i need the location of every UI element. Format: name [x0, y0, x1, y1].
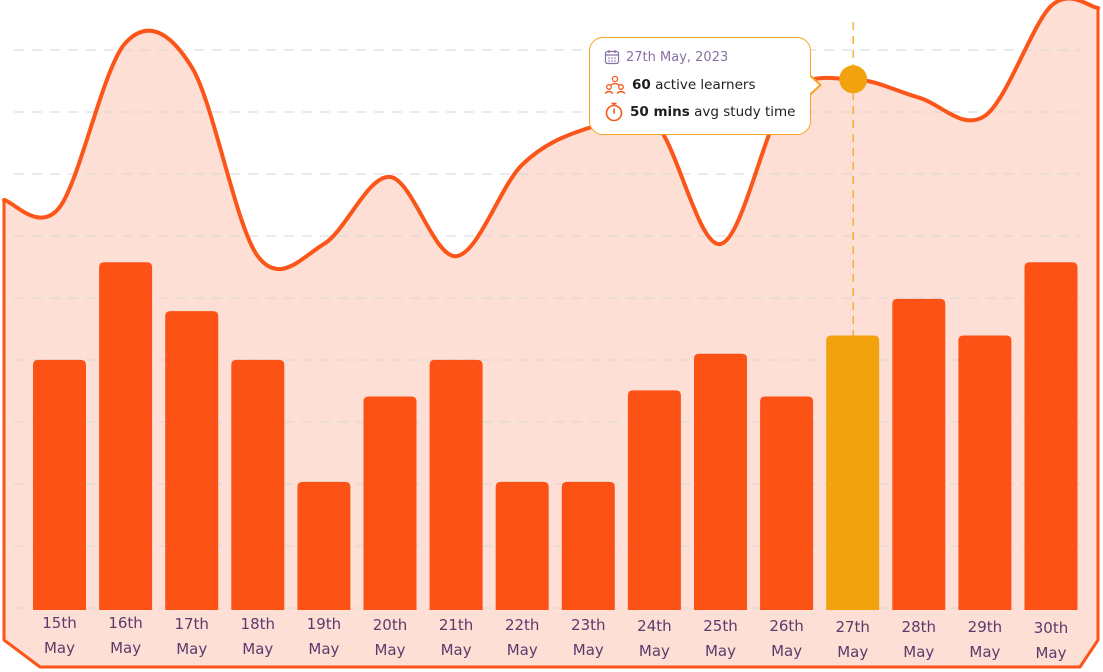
x-tick-day: 25th — [703, 617, 737, 635]
x-tick-day: 19th — [307, 615, 341, 633]
x-tick-day: 26th — [769, 617, 803, 635]
tooltip-time: 50 mins avg study time — [630, 104, 795, 120]
x-tick-month: May — [1035, 644, 1066, 662]
x-tick-month: May — [176, 640, 207, 658]
tooltip-date: 27th May, 2023 — [626, 49, 729, 65]
tooltip-pointer — [809, 74, 822, 96]
x-tick-month: May — [507, 641, 538, 659]
bar[interactable] — [760, 396, 814, 611]
tooltip-time-row: 50 mins avg study time — [604, 102, 795, 122]
x-tick-day: 20th — [373, 616, 407, 634]
bar[interactable] — [1024, 262, 1078, 610]
x-tick-label: 20th May — [373, 616, 407, 659]
x-tick-month: May — [110, 639, 141, 657]
tooltip-learners: 60 active learners — [632, 77, 756, 93]
x-tick-month: May — [639, 642, 670, 660]
hover-point[interactable] — [839, 65, 868, 94]
bar[interactable] — [495, 481, 549, 610]
x-tick-label: 27th May — [835, 618, 869, 661]
x-tick-label: 24th May — [637, 617, 671, 660]
x-tick-month: May — [573, 641, 604, 659]
bar[interactable] — [561, 481, 615, 610]
x-tick-day: 22th — [505, 616, 539, 634]
x-tick-label: 25th May — [703, 617, 737, 660]
x-tick-label: 17th May — [174, 615, 208, 658]
x-tick-day: 30th — [1034, 619, 1068, 637]
x-tick-label: 19th May — [307, 615, 341, 658]
x-tick-month: May — [705, 642, 736, 660]
x-tick-month: May — [308, 640, 339, 658]
x-tick-label: 18th May — [241, 615, 275, 658]
bar[interactable] — [363, 396, 417, 611]
x-tick-month: May — [771, 642, 802, 660]
x-axis-labels: 15th May 16th May 17th May 18th May 19th May 20th M… — [42, 614, 1068, 662]
area-line — [2, 0, 1100, 272]
bar[interactable] — [429, 359, 483, 610]
x-tick-label: 15th May — [42, 614, 76, 657]
x-tick-month: May — [837, 643, 868, 661]
x-tick-label: 16th May — [108, 614, 142, 657]
bar[interactable] — [694, 353, 747, 610]
x-tick-month: May — [969, 643, 1000, 661]
x-tick-month: May — [374, 641, 405, 659]
tooltip: 27th May, 2023 60 active learners 50 min… — [589, 37, 822, 135]
x-tick-day: 18th — [241, 615, 275, 633]
bars — [33, 262, 1078, 610]
x-tick-day: 24th — [637, 617, 671, 635]
x-tick-day: 29th — [968, 618, 1002, 636]
bar[interactable] — [627, 390, 681, 610]
x-tick-month: May — [441, 641, 472, 659]
x-tick-label: 22th May — [505, 616, 539, 659]
bar[interactable] — [958, 335, 1012, 611]
x-tick-day: 16th — [108, 614, 142, 632]
x-tick-day: 28th — [902, 618, 936, 636]
x-tick-label: 30th May — [1034, 619, 1068, 662]
tooltip-learners-text: active learners — [655, 77, 756, 93]
x-tick-label: 28th May — [902, 618, 936, 661]
bar[interactable] — [165, 311, 219, 610]
stopwatch-icon — [605, 102, 623, 122]
tooltip-time-value: 50 mins — [630, 104, 690, 120]
tooltip-learners-value: 60 — [632, 77, 651, 93]
x-tick-month: May — [44, 639, 75, 657]
people-icon — [604, 75, 626, 94]
x-tick-label: 21th May — [439, 616, 473, 659]
x-tick-day: 23th — [571, 616, 605, 634]
x-tick-month: May — [903, 643, 934, 661]
bar[interactable] — [33, 359, 86, 610]
x-tick-day: 15th — [42, 614, 76, 632]
x-tick-day: 17th — [174, 615, 208, 633]
tooltip-time-text: avg study time — [694, 104, 796, 120]
tooltip-learners-row: 60 active learners — [604, 75, 756, 95]
x-tick-day: 27th — [835, 618, 869, 636]
bar[interactable] — [892, 298, 946, 610]
x-tick-month: May — [242, 640, 273, 658]
x-tick-day: 21th — [439, 616, 473, 634]
bar[interactable] — [826, 335, 880, 611]
x-tick-label: 23th May — [571, 616, 605, 659]
calendar-icon — [604, 50, 620, 65]
x-tick-label: 26th May — [769, 617, 803, 660]
bar[interactable] — [297, 481, 351, 610]
bar[interactable] — [231, 359, 285, 610]
tooltip-date-row: 27th May, 2023 — [604, 49, 728, 65]
x-tick-label: 29th May — [968, 618, 1002, 661]
bar[interactable] — [99, 262, 153, 610]
